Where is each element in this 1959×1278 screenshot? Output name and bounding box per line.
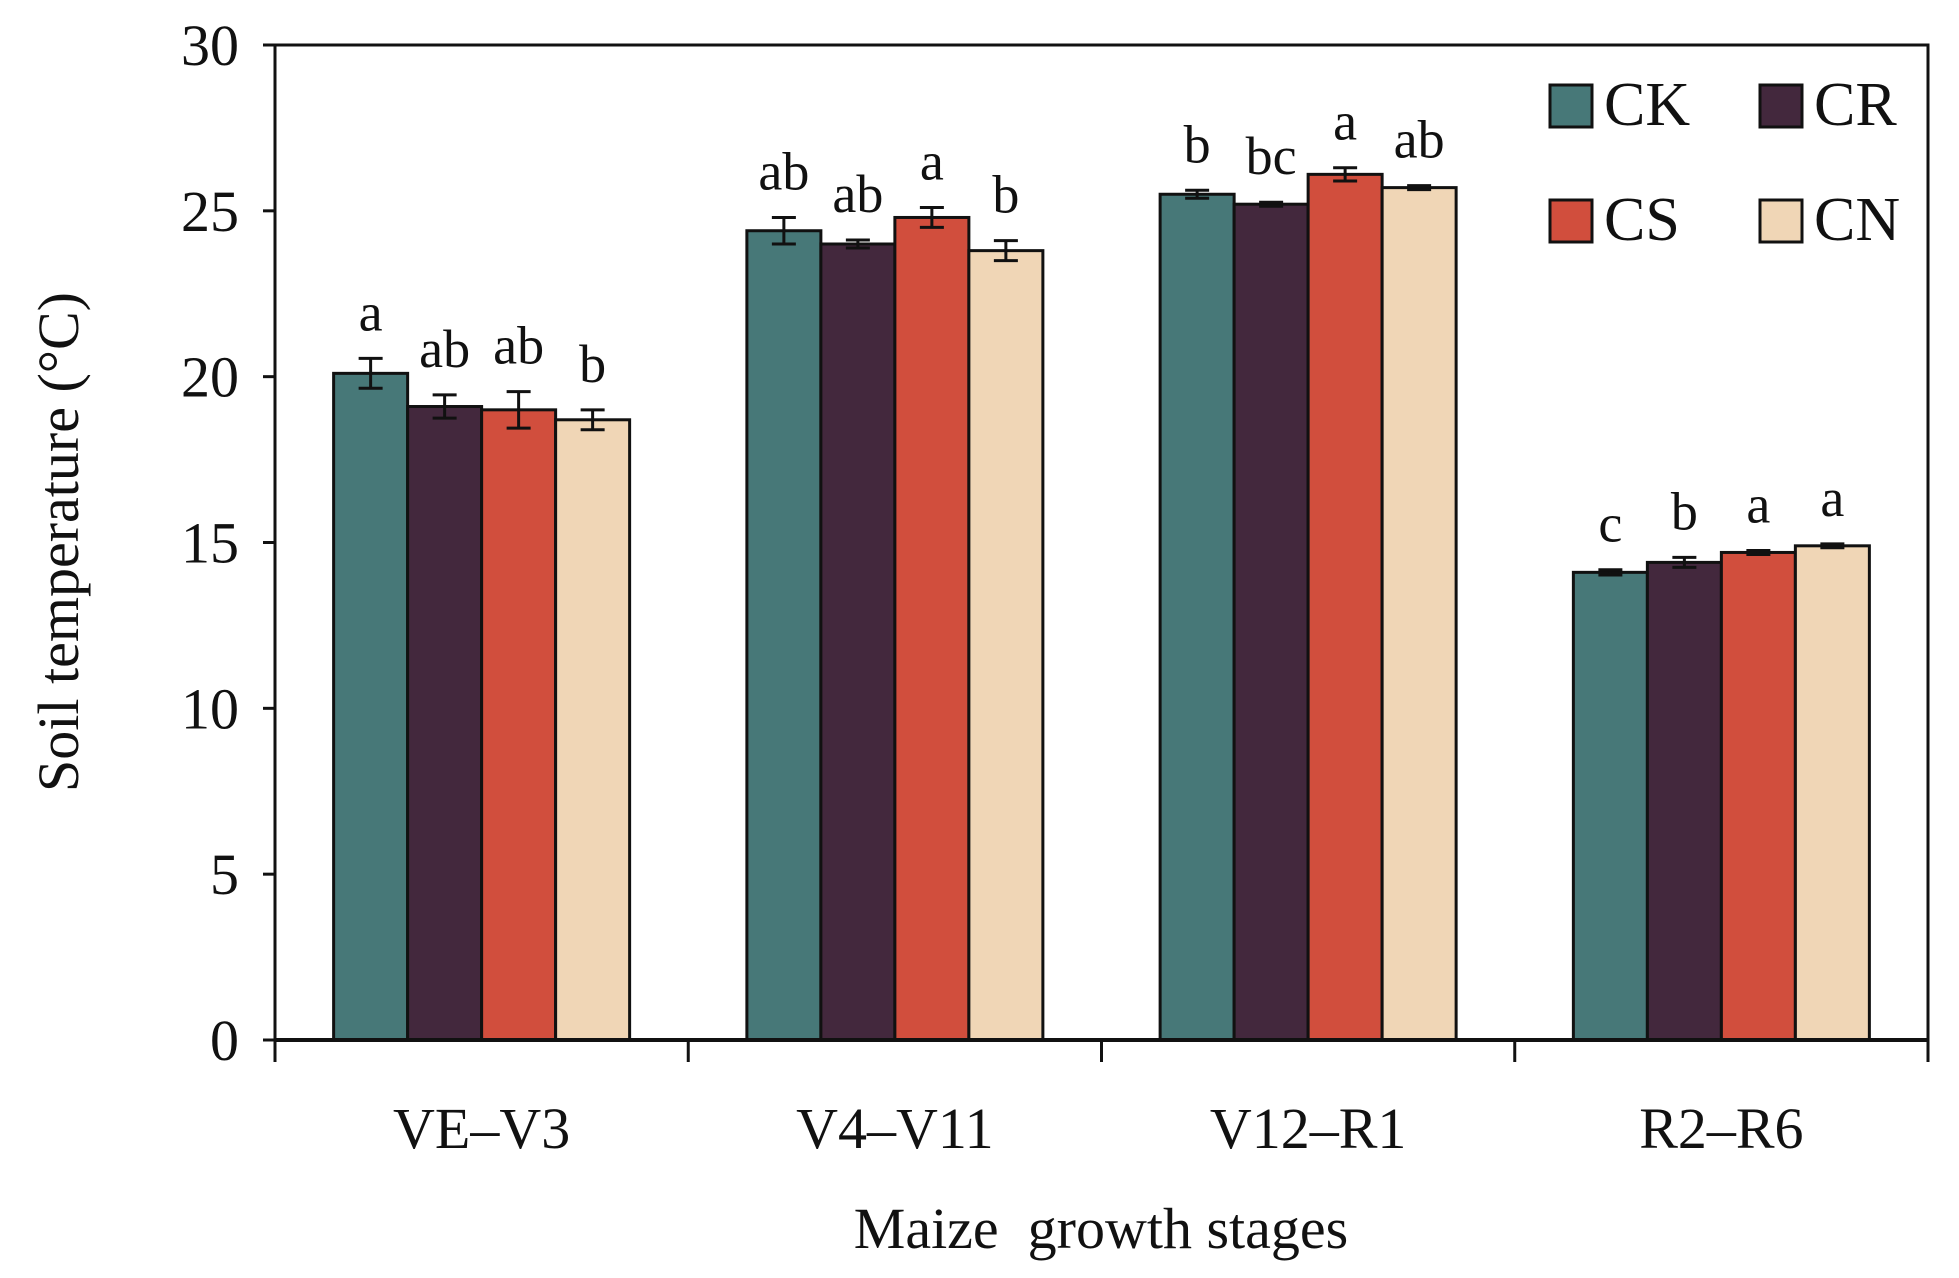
y-tick-label: 5 bbox=[210, 842, 239, 907]
bar-series bbox=[332, 172, 1871, 1042]
significance-letter: ab bbox=[493, 316, 544, 376]
bar-cr bbox=[819, 242, 897, 1042]
y-tick-label: 15 bbox=[181, 511, 239, 576]
significance-letter: ab bbox=[832, 164, 883, 224]
bar-ck bbox=[1571, 570, 1649, 1042]
significance-letter: b bbox=[1184, 114, 1211, 174]
significance-letter: a bbox=[1333, 92, 1357, 152]
significance-letter: b bbox=[579, 334, 606, 394]
bar-cn bbox=[1793, 544, 1871, 1042]
significance-letter: ab bbox=[419, 319, 470, 379]
legend-label-cs: CS bbox=[1604, 186, 1680, 254]
bar-cr bbox=[1232, 202, 1310, 1042]
x-category-label: R2–R6 bbox=[1639, 1096, 1803, 1161]
bar-cn bbox=[1380, 186, 1458, 1042]
bar-ck bbox=[1158, 192, 1236, 1042]
y-tick-label: 0 bbox=[210, 1008, 239, 1073]
bar-cs bbox=[1306, 172, 1384, 1042]
x-category-label: VE–V3 bbox=[393, 1096, 570, 1161]
y-tick-label: 10 bbox=[181, 676, 239, 741]
legend-label-ck: CK bbox=[1604, 71, 1690, 139]
significance-letter: a bbox=[359, 282, 383, 342]
bar-cs bbox=[480, 408, 558, 1042]
legend-swatch-cr bbox=[1758, 83, 1804, 129]
significance-letter: b bbox=[992, 165, 1019, 225]
bar-cs bbox=[893, 215, 971, 1042]
x-category-label: V12–R1 bbox=[1210, 1096, 1407, 1161]
significance-letter: ab bbox=[758, 141, 809, 201]
bar-cn bbox=[967, 249, 1045, 1042]
y-tick-label: 20 bbox=[181, 345, 239, 410]
y-tick-label: 25 bbox=[181, 179, 239, 244]
legend-label-cn: CN bbox=[1814, 186, 1900, 254]
legend-swatch-ck bbox=[1548, 83, 1594, 129]
error-bars bbox=[358, 166, 1845, 577]
significance-letter: bc bbox=[1246, 126, 1297, 186]
significance-letter: a bbox=[1746, 474, 1770, 534]
x-axis-title: Maize growth stages bbox=[854, 1196, 1348, 1261]
bar-ck bbox=[332, 371, 410, 1042]
significance-letter: a bbox=[1820, 468, 1844, 528]
bar-cs bbox=[1719, 550, 1797, 1042]
significance-letter: ab bbox=[1394, 110, 1445, 170]
y-axis-title: Soil temperature (°C) bbox=[26, 292, 91, 792]
significance-letter: b bbox=[1671, 481, 1698, 541]
bar-cr bbox=[406, 405, 484, 1042]
y-tick-label: 30 bbox=[181, 13, 239, 78]
legend-label-cr: CR bbox=[1814, 71, 1897, 139]
significance-letter: c bbox=[1598, 494, 1622, 554]
significance-letter: a bbox=[920, 132, 944, 192]
bar-cn bbox=[554, 418, 632, 1042]
y-axis-tick-marks bbox=[263, 43, 275, 1042]
bar-ck bbox=[745, 229, 823, 1042]
y-axis-tick-labels: 0 5 10 15 20 25 30 bbox=[181, 13, 239, 1073]
x-axis-tick-marks bbox=[273, 1040, 1930, 1062]
legend: CK CR CS CN bbox=[1548, 71, 1900, 254]
legend-swatch-cn bbox=[1758, 198, 1804, 244]
x-axis-category-labels: VE–V3 V4–V11 V12–R1 R2–R6 bbox=[393, 1096, 1804, 1161]
bar-cr bbox=[1645, 560, 1723, 1042]
x-category-label: V4–V11 bbox=[796, 1096, 994, 1161]
legend-swatch-cs bbox=[1548, 198, 1594, 244]
